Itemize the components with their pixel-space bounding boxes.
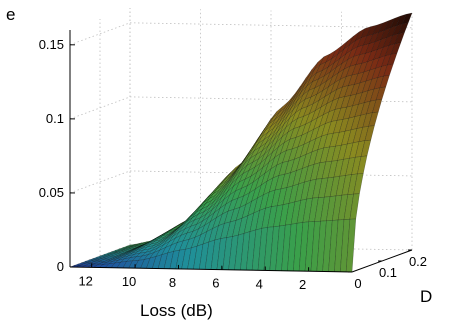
x-tick-label: 6	[212, 276, 219, 291]
surface-mesh	[69, 12, 413, 273]
y-tick-label: 0.2	[409, 254, 427, 269]
grid-line	[129, 22, 413, 29]
y-axis-label: D	[420, 287, 432, 306]
tick-labels: 0 0.05 0.1 0.15 12 10 8 6 4 2 0 0.1 0.2	[39, 37, 427, 292]
axes	[69, 30, 413, 273]
x-tick-label: 10	[122, 274, 136, 289]
x-axis-line	[69, 266, 353, 273]
grid-line	[69, 96, 131, 120]
y-tick-label: 0	[354, 276, 361, 291]
z-tick-label: 0.05	[39, 185, 64, 200]
grid-line	[69, 170, 131, 194]
z-tick-label: 0.1	[46, 111, 64, 126]
z-axis-label: e	[6, 5, 15, 24]
y-tick-label: 0.1	[379, 265, 397, 280]
x-tick-label: 8	[169, 275, 176, 290]
grid-line	[69, 22, 131, 46]
x-axis-label: Loss (dB)	[140, 301, 213, 320]
z-tick-label: 0	[57, 259, 64, 274]
x-tick-label: 2	[299, 277, 306, 292]
z-tick-label: 0.15	[39, 37, 64, 52]
x-tick-label: 4	[256, 276, 263, 291]
grid-line	[129, 96, 413, 103]
x-tick-label: 12	[78, 273, 92, 288]
